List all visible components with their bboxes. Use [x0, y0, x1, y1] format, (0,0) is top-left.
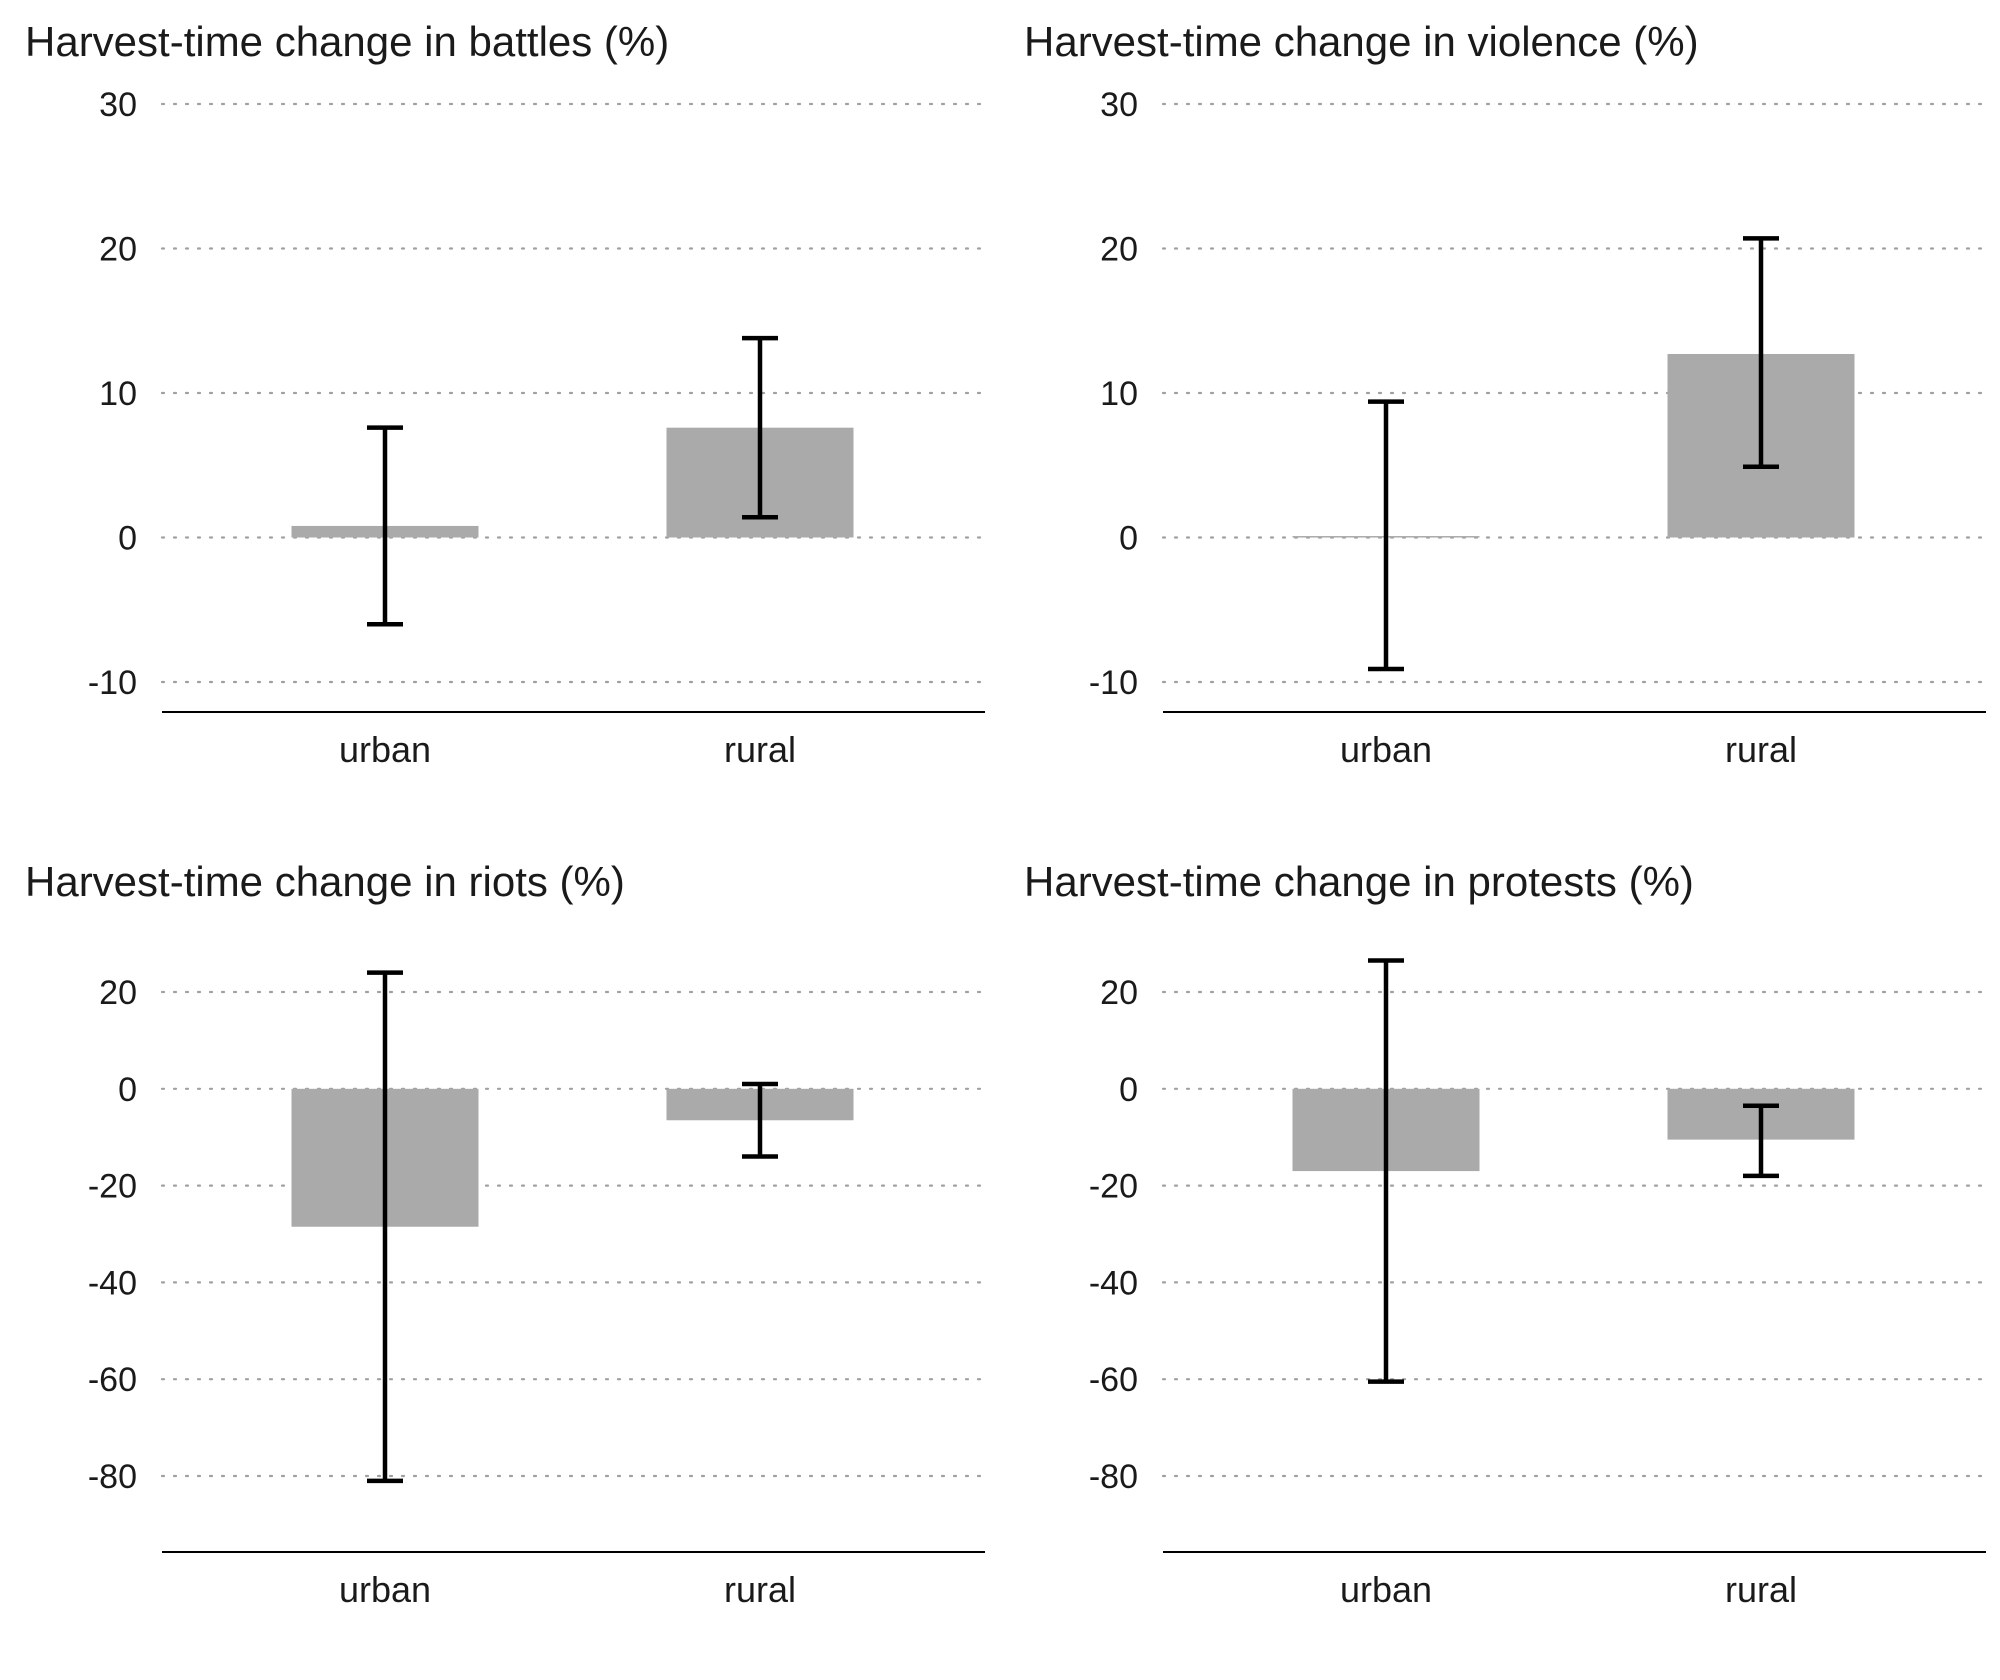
x-tick-label-urban: urban — [1340, 1569, 1432, 1610]
bars — [291, 427, 854, 538]
bars — [1292, 353, 1855, 538]
chart-title: Harvest-time change in battles (%) — [25, 18, 669, 65]
bars — [1292, 1088, 1855, 1172]
y-tick-label: -80 — [1089, 1458, 1138, 1496]
chart-title: Harvest-time change in riots (%) — [25, 858, 625, 905]
x-tick-label-rural: rural — [1725, 729, 1797, 770]
gridlines — [160, 990, 987, 1478]
y-tick-label: 10 — [1100, 375, 1138, 413]
x-tick-label-urban: urban — [1340, 729, 1432, 770]
error-bars — [1368, 236, 1779, 672]
y-tick-label: 20 — [1100, 974, 1138, 1012]
y-tick-label: -40 — [88, 1264, 137, 1302]
y-tick-labels: 20 0 -20 -40 -60 -80 — [1089, 974, 1138, 1496]
y-tick-label: 0 — [118, 520, 137, 558]
y-tick-labels: 30 20 10 0 -10 — [1089, 86, 1138, 702]
x-tick-label-urban: urban — [339, 1569, 431, 1610]
y-tick-label: -80 — [88, 1458, 137, 1496]
error-bars — [367, 970, 778, 1484]
y-tick-label: -60 — [88, 1361, 137, 1399]
x-tick-label-rural: rural — [1725, 1569, 1797, 1610]
y-tick-label: -60 — [1089, 1361, 1138, 1399]
error-bars — [367, 335, 778, 627]
error-bar-urban — [367, 425, 403, 627]
x-tick-label-urban: urban — [339, 729, 431, 770]
y-tick-labels: 20 0 -20 -40 -60 -80 — [88, 974, 137, 1496]
y-tick-label: 20 — [1100, 231, 1138, 269]
y-tick-label: -40 — [1089, 1264, 1138, 1302]
y-tick-label: 0 — [1119, 520, 1138, 558]
y-tick-label: -10 — [1089, 664, 1138, 702]
y-tick-label: 20 — [99, 974, 137, 1012]
y-tick-label: 20 — [99, 231, 137, 269]
error-bar-urban — [1368, 958, 1404, 1384]
error-bar-rural — [1743, 236, 1779, 469]
y-tick-label: -10 — [88, 664, 137, 702]
y-tick-label: 10 — [99, 375, 137, 413]
panel-riots: Harvest-time change in riots (%) 20 0 -20 -… — [25, 858, 987, 1610]
y-tick-label: 30 — [1100, 86, 1138, 124]
y-tick-label: 0 — [1119, 1071, 1138, 1109]
y-tick-label: 0 — [118, 1071, 137, 1109]
gridlines — [160, 102, 987, 684]
chart-title: Harvest-time change in protests (%) — [1024, 858, 1694, 905]
panel-protests: Harvest-time change in protests (%) 20 0 -… — [1024, 858, 1988, 1610]
gridlines — [1161, 102, 1988, 684]
chart-title: Harvest-time change in violence (%) — [1024, 18, 1699, 65]
error-bar-rural — [1743, 1103, 1779, 1179]
error-bar-rural — [742, 335, 778, 520]
y-tick-labels: 30 20 10 0 -10 — [88, 86, 137, 702]
gridlines — [1161, 990, 1988, 1478]
error-bar-urban — [1368, 399, 1404, 672]
error-bars — [1368, 958, 1779, 1384]
y-tick-label: -20 — [88, 1168, 137, 1206]
panel-battles: Harvest-time change in battles (%) 30 20 1… — [25, 18, 987, 770]
error-bar-rural — [742, 1081, 778, 1159]
y-tick-label: -20 — [1089, 1168, 1138, 1206]
x-tick-label-rural: rural — [724, 729, 796, 770]
y-tick-label: 30 — [99, 86, 137, 124]
error-bar-urban — [367, 970, 403, 1484]
x-tick-label-rural: rural — [724, 1569, 796, 1610]
panel-violence: Harvest-time change in violence (%) 30 20… — [1024, 18, 1988, 770]
